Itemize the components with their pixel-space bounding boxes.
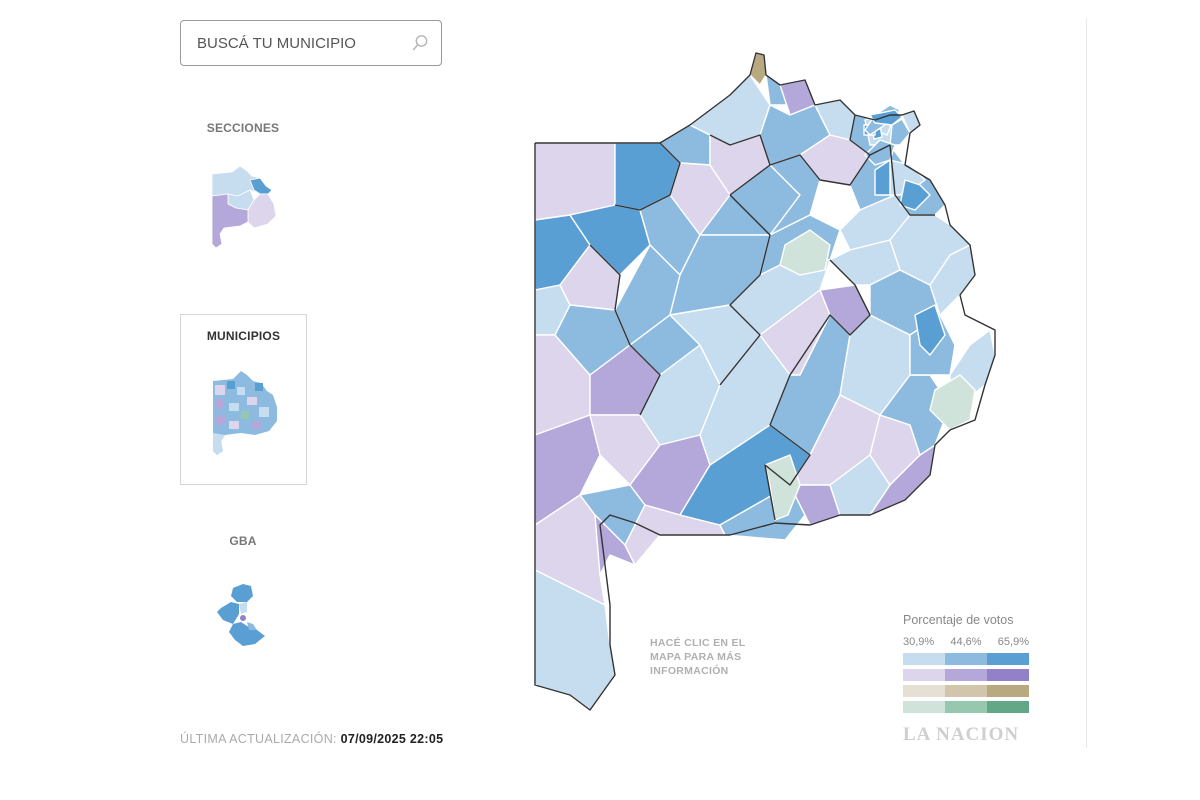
view-option-label: SECCIONES [206, 121, 280, 135]
legend-swatch [987, 685, 1029, 697]
view-option-label: MUNICIPIOS [206, 329, 281, 343]
municipio-region [779, 229, 831, 276]
legend-scale-purple [903, 669, 1029, 681]
la-nacion-logo: LA NACION [903, 724, 1020, 745]
legend-scale-blue [903, 653, 1029, 665]
municipio-search-box[interactable] [180, 20, 442, 66]
legend-swatch [945, 669, 987, 681]
legend-swatch [945, 653, 987, 665]
legend-scale-green [903, 701, 1029, 713]
municipio-region [889, 214, 971, 286]
legend-tick: 30,9% [903, 636, 935, 648]
search-input[interactable] [195, 33, 411, 53]
legend-title: Porcentaje de votos [903, 613, 1014, 627]
legend-swatch [945, 685, 987, 697]
municipio-region [889, 118, 911, 146]
province-map-svg[interactable] [530, 45, 1000, 720]
legend-swatch [987, 653, 1029, 665]
legend-scale-tan [903, 685, 1029, 697]
municipio-region [914, 304, 946, 356]
legend-tick: 65,9% [997, 636, 1029, 648]
last-update-value: 07/09/2025 22:05 [340, 732, 444, 746]
right-divider [1086, 18, 1087, 748]
view-option-gba[interactable]: GBA [180, 524, 306, 664]
legend-ticks: 30,9% 44,6% 65,9% [903, 636, 1029, 648]
view-option-secciones[interactable]: SECCIONES [180, 112, 306, 262]
last-update-label: ÚLTIMA ACTUALIZACIÓN: [180, 732, 337, 746]
legend-swatch [903, 701, 945, 713]
vote-percentage-legend: Porcentaje de votos 30,9% 44,6% 65,9% [903, 613, 1029, 717]
map-click-hint: HACÉ CLIC EN EL MAPA PARA MÁS INFORMACIÓ… [650, 637, 746, 677]
secciones-thumbnail-map [211, 165, 277, 249]
legend-swatch [945, 701, 987, 713]
legend-swatch [903, 669, 945, 681]
municipio-region [879, 374, 951, 456]
municipio-region [869, 109, 903, 126]
legend-swatch [903, 653, 945, 665]
search-icon[interactable] [411, 34, 429, 52]
view-option-municipios[interactable]: MUNICIPIOS [180, 314, 307, 485]
municipio-region [899, 179, 931, 211]
municipio-region [929, 374, 976, 431]
view-option-label: GBA [229, 534, 257, 548]
legend-swatch [903, 685, 945, 697]
province-map[interactable] [530, 45, 1000, 720]
legend-swatch [987, 701, 1029, 713]
municipios-thumbnail-map [213, 371, 277, 455]
last-update: ÚLTIMA ACTUALIZACIÓN: 07/09/2025 22:05 [180, 732, 443, 746]
gba-thumbnail-map [217, 584, 265, 646]
legend-tick: 44,6% [950, 636, 982, 648]
legend-swatch [987, 669, 1029, 681]
